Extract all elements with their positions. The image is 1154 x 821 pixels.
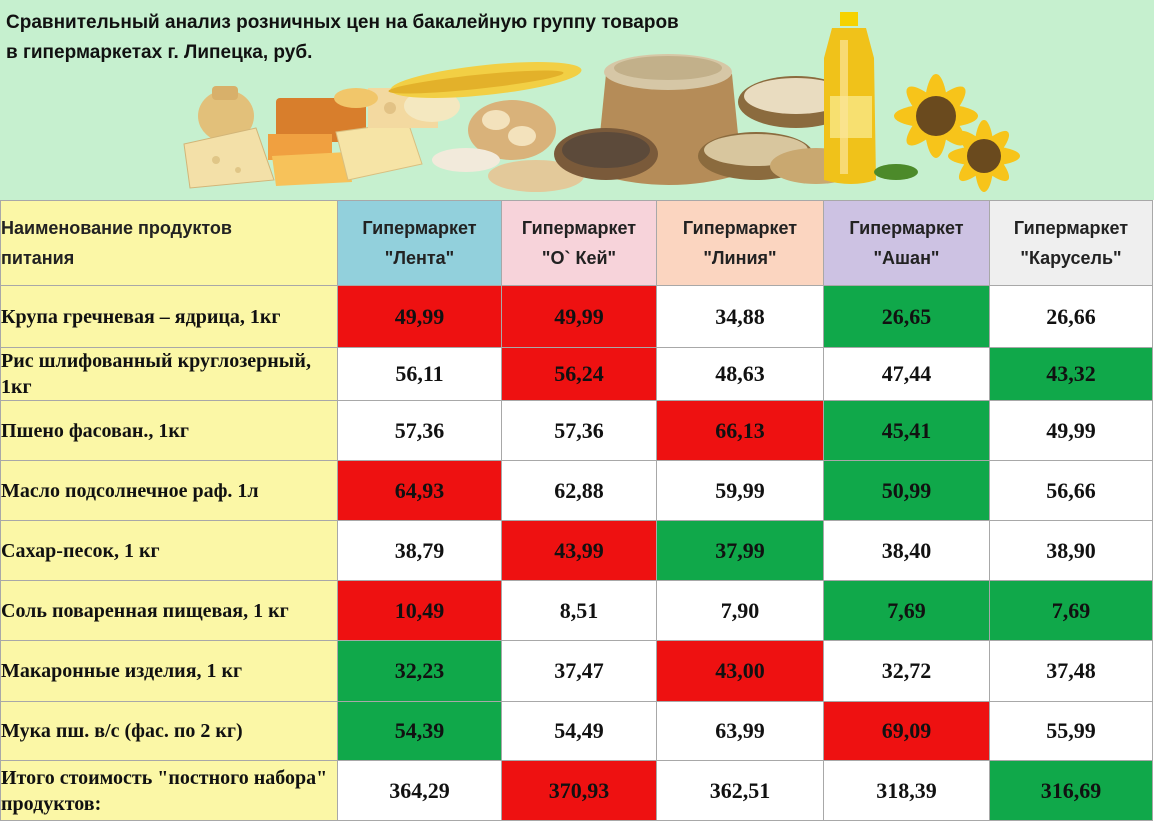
table-row: Масло подсолнечное раф. 1л 64,93 62,88 5… bbox=[0, 460, 1153, 521]
header-store-auchan: Гипермаркет "Ашан" bbox=[823, 200, 990, 286]
cheese-pile-icon bbox=[183, 86, 460, 189]
price-cell: 8,51 bbox=[501, 580, 657, 641]
price-cell: 57,36 bbox=[501, 400, 657, 461]
header-store-label: Гипермаркет bbox=[682, 218, 798, 238]
price-cell: 43,00 bbox=[656, 640, 824, 702]
table-row: Крупа гречневая – ядрица, 1кг 49,99 49,9… bbox=[0, 285, 1153, 348]
header-store-liniya: Гипермаркет "Линия" bbox=[656, 200, 824, 286]
header-product-name-line-1: Наименование продуктов bbox=[1, 218, 233, 238]
table-row: Рис шлифованный круглозерный, 1кг 56,11 … bbox=[0, 347, 1153, 401]
price-cell: 26,65 bbox=[823, 285, 990, 348]
price-cell: 37,48 bbox=[989, 640, 1153, 702]
table-header-row: Наименование продуктов питания Гипермарк… bbox=[0, 200, 1153, 286]
sunflower-icon bbox=[874, 74, 1020, 192]
title-banner: Сравнительный анализ розничных цен на ба… bbox=[0, 0, 1154, 200]
page-title: Сравнительный анализ розничных цен на ба… bbox=[6, 8, 679, 68]
price-cell: 47,44 bbox=[823, 347, 990, 401]
table-row: Сахар-песок, 1 кг 38,79 43,99 37,99 38,4… bbox=[0, 520, 1153, 581]
table-row: Мука пш. в/с (фас. по 2 кг) 54,39 54,49 … bbox=[0, 701, 1153, 761]
header-store-name: "О` Кей" bbox=[541, 248, 617, 268]
price-cell: 54,39 bbox=[337, 701, 502, 761]
total-cell: 316,69 bbox=[989, 760, 1153, 821]
groceries-illustration bbox=[183, 12, 1020, 192]
header-store-okey: Гипермаркет "О` Кей" bbox=[501, 200, 657, 286]
total-cell: 370,93 bbox=[501, 760, 657, 821]
table-row: Макаронные изделия, 1 кг 32,23 37,47 43,… bbox=[0, 640, 1153, 702]
price-cell: 37,99 bbox=[656, 520, 824, 581]
price-cell: 26,66 bbox=[989, 285, 1153, 348]
price-cell: 63,99 bbox=[656, 701, 824, 761]
price-cell: 7,90 bbox=[656, 580, 824, 641]
price-cell: 43,99 bbox=[501, 520, 657, 581]
price-cell: 56,24 bbox=[501, 347, 657, 401]
price-cell: 43,32 bbox=[989, 347, 1153, 401]
product-name: Мука пш. в/с (фас. по 2 кг) bbox=[0, 701, 338, 761]
price-cell: 38,40 bbox=[823, 520, 990, 581]
header-store-label: Гипермаркет bbox=[849, 218, 964, 238]
price-cell: 45,41 bbox=[823, 400, 990, 461]
header-product-name-line-2: питания bbox=[1, 248, 75, 268]
corn-cob-icon bbox=[388, 62, 582, 98]
price-cell: 48,63 bbox=[656, 347, 824, 401]
price-cell: 55,99 bbox=[989, 701, 1153, 761]
product-name: Соль поваренная пищевая, 1 кг bbox=[0, 580, 338, 641]
price-cell: 54,49 bbox=[501, 701, 657, 761]
grain-bowls-icon bbox=[698, 76, 862, 184]
price-cell: 38,79 bbox=[337, 520, 502, 581]
price-cell: 62,88 bbox=[501, 460, 657, 521]
title-line-1: Сравнительный анализ розничных цен на ба… bbox=[6, 12, 679, 33]
price-cell: 49,99 bbox=[501, 285, 657, 348]
price-cell: 38,90 bbox=[989, 520, 1153, 581]
price-cell: 32,23 bbox=[337, 640, 502, 702]
header-store-name: "Карусель" bbox=[1020, 248, 1122, 268]
oil-bottle-icon bbox=[824, 12, 876, 184]
price-cell: 37,47 bbox=[501, 640, 657, 702]
price-table: Наименование продуктов питания Гипермарк… bbox=[0, 200, 1153, 821]
header-store-name: "Линия" bbox=[703, 248, 777, 268]
total-row: Итого стоимость "постного набора" продук… bbox=[0, 760, 1153, 821]
product-name: Крупа гречневая – ядрица, 1кг bbox=[0, 285, 338, 348]
header-product-name: Наименование продуктов питания bbox=[0, 200, 338, 286]
price-cell: 49,99 bbox=[337, 285, 502, 348]
price-cell: 59,99 bbox=[656, 460, 824, 521]
price-cell: 7,69 bbox=[823, 580, 990, 641]
title-line-2: в гипермаркетах г. Липецка, руб. bbox=[6, 42, 313, 63]
total-label: Итого стоимость "постного набора" продук… bbox=[0, 760, 338, 821]
header-store-name: "Ашан" bbox=[873, 248, 940, 268]
price-cell: 34,88 bbox=[656, 285, 824, 348]
header-store-name: "Лента" bbox=[384, 248, 455, 268]
product-name: Макаронные изделия, 1 кг bbox=[0, 640, 338, 702]
price-cell: 56,66 bbox=[989, 460, 1153, 521]
product-name: Масло подсолнечное раф. 1л bbox=[0, 460, 338, 521]
header-store-label: Гипермаркет bbox=[1013, 218, 1129, 238]
product-name: Рис шлифованный круглозерный, 1кг bbox=[0, 347, 338, 401]
price-cell: 32,72 bbox=[823, 640, 990, 702]
total-cell: 364,29 bbox=[337, 760, 502, 821]
total-cell: 362,51 bbox=[656, 760, 824, 821]
price-cell: 66,13 bbox=[656, 400, 824, 461]
price-cell: 49,99 bbox=[989, 400, 1153, 461]
table-row: Соль поваренная пищевая, 1 кг 10,49 8,51… bbox=[0, 580, 1153, 641]
header-store-karusel: Гипермаркет "Карусель" bbox=[989, 200, 1153, 286]
total-cell: 318,39 bbox=[823, 760, 990, 821]
grain-sack-icon bbox=[554, 54, 742, 185]
header-store-label: Гипермаркет bbox=[362, 218, 477, 238]
table-row: Пшено фасован., 1кг 57,36 57,36 66,13 45… bbox=[0, 400, 1153, 461]
price-cell: 69,09 bbox=[823, 701, 990, 761]
price-cell: 64,93 bbox=[337, 460, 502, 521]
header-store-label: Гипермаркет bbox=[521, 218, 637, 238]
price-cell: 50,99 bbox=[823, 460, 990, 521]
price-cell: 10,49 bbox=[337, 580, 502, 641]
product-name: Сахар-песок, 1 кг bbox=[0, 520, 338, 581]
header-store-lenta: Гипермаркет "Лента" bbox=[337, 200, 502, 286]
price-cell: 7,69 bbox=[989, 580, 1153, 641]
price-cell: 57,36 bbox=[337, 400, 502, 461]
nuts-and-beans-icon bbox=[432, 100, 584, 192]
price-cell: 56,11 bbox=[337, 347, 502, 401]
product-name: Пшено фасован., 1кг bbox=[0, 400, 338, 461]
